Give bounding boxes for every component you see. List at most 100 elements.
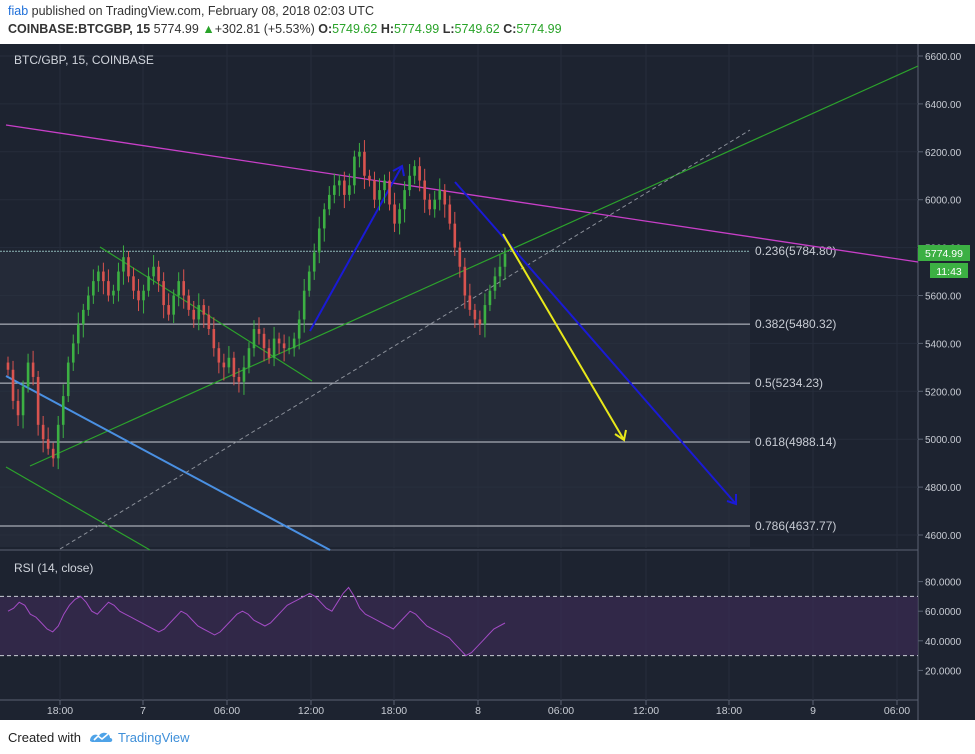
candle-body [277, 338, 281, 344]
price-tick-label: 6000.00 [925, 196, 962, 207]
candle-body [36, 376, 40, 425]
open-value: 5749.62 [332, 22, 378, 36]
open-label: O: [318, 22, 333, 36]
candle-body [41, 424, 45, 440]
channel-line-upper [99, 246, 313, 382]
candle-body [162, 281, 165, 306]
fib-retracement[interactable]: 0.236(5784.80) 0.382(5480.32) 0.5(5234.23)… [0, 244, 836, 547]
candle-body [433, 199, 437, 210]
support-trendline [29, 65, 919, 467]
time-tick-label: 06:00 [884, 705, 910, 717]
publish-header: fiab published on TradingView.com, Febru… [0, 0, 975, 44]
candle-body [297, 319, 301, 339]
candle-body [272, 338, 276, 358]
author-link[interactable]: fiab [8, 4, 29, 18]
candle-body [443, 190, 447, 205]
candle-body [378, 190, 381, 200]
candle-body [137, 290, 140, 301]
price-tick-label: 4800.00 [925, 483, 962, 494]
candle-body [66, 362, 70, 397]
price-axis[interactable] [918, 44, 975, 720]
rsi-tick-label: 80.0000 [925, 578, 962, 589]
time-tick-label: 18:00 [716, 705, 742, 717]
candle-body [197, 305, 201, 320]
candles [6, 140, 507, 470]
candle-body [368, 175, 371, 181]
candle-body [363, 151, 366, 176]
candle-body [102, 271, 105, 282]
chart-svg[interactable]: 0.236(5784.80) 0.382(5480.32) 0.5(5234.23)… [0, 44, 975, 720]
candle-body [6, 362, 10, 370]
candle-body [212, 329, 216, 349]
candle-body [453, 223, 457, 248]
tradingview-brand-link[interactable]: TradingView [118, 730, 190, 745]
price-tick-label: 5600.00 [925, 292, 962, 303]
price-tick-label: 5200.00 [925, 387, 962, 398]
yellow-arrow-line [502, 233, 625, 441]
last-price-badge [918, 245, 970, 261]
time-tick-label: 9 [810, 705, 816, 717]
candle-body [252, 329, 256, 349]
fib-zone [0, 251, 750, 547]
candle-body [282, 343, 286, 349]
candle-body [463, 266, 467, 296]
candle-body [388, 180, 391, 205]
time-tick-label: 18:00 [47, 705, 73, 717]
blue-trendline [5, 375, 331, 551]
price-tick-label: 6600.00 [925, 52, 962, 63]
candle-body [338, 180, 341, 186]
candle-body [373, 180, 376, 200]
candle-body [202, 305, 206, 315]
candle-body [112, 290, 115, 296]
candle-body [398, 209, 401, 224]
countdown-text: 11:43 [936, 266, 962, 278]
candle-body [61, 396, 65, 425]
rsi-title: RSI (14, close) [14, 561, 93, 575]
candle-body [222, 362, 226, 368]
publish-line: fiab published on TradingView.com, Febru… [8, 4, 374, 18]
candle-body [383, 180, 386, 191]
candle-body [237, 376, 241, 382]
candle-body [92, 281, 95, 296]
candle-body [147, 276, 150, 291]
low-value: 5749.62 [454, 22, 500, 36]
price-tick-label: 4600.00 [925, 531, 962, 542]
last-price-badge-text: 5774.99 [925, 248, 963, 260]
candle-body [287, 348, 291, 350]
time-tick-label: 8 [475, 705, 481, 717]
candle-body [177, 281, 180, 296]
candle-body [51, 448, 55, 459]
candle-body [11, 369, 15, 401]
drawings[interactable] [5, 65, 919, 551]
candle-body [132, 276, 135, 291]
chart-title: BTC/GBP, 15, COINBASE [14, 53, 154, 67]
resistance-trendline [5, 124, 919, 263]
channel-line-lower [5, 466, 151, 551]
candle-body [152, 266, 155, 277]
rsi-indicator [0, 586, 918, 657]
candle-body [192, 309, 196, 320]
tradingview-logo-icon[interactable] [88, 729, 114, 745]
candle-body [473, 309, 477, 320]
high-value: 5774.99 [394, 22, 440, 36]
candle-body [82, 309, 85, 325]
time-tick-label: 18:00 [381, 705, 407, 717]
price-tick-label: 6200.00 [925, 148, 962, 159]
change-value: +302.81 (+5.53%) [214, 22, 315, 36]
candle-body [438, 190, 442, 200]
candle-body [56, 424, 60, 459]
chart-area[interactable]: 0.236(5784.80) 0.382(5480.32) 0.5(5234.23)… [0, 44, 975, 720]
rsi-band-fill [0, 596, 918, 656]
high-label: H: [380, 22, 395, 36]
time-tick-label: 12:00 [298, 705, 324, 717]
candle-body [503, 253, 507, 267]
candle-body [312, 252, 316, 272]
candle-body [483, 305, 487, 325]
candle-body [353, 156, 356, 186]
yellow-arrow-head-icon [614, 429, 627, 442]
rsi-tick-label: 20.0000 [925, 666, 962, 677]
candle-body [488, 290, 492, 306]
candle-body [21, 386, 25, 416]
candle-body [498, 266, 502, 277]
candle-body [458, 247, 462, 267]
